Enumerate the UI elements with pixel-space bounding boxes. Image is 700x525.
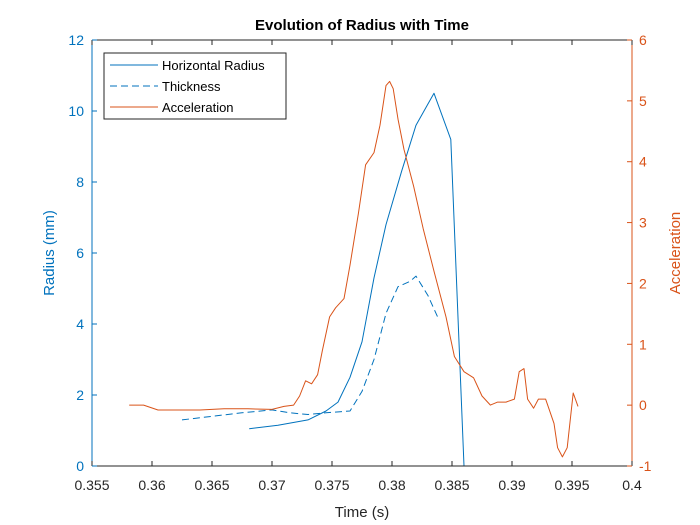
y-axis-right-label: Acceleration: [667, 212, 684, 295]
x-tick-label: 0.39: [498, 477, 525, 493]
y-left-tick-label: 12: [68, 32, 84, 48]
legend-label-thickness: Thickness: [162, 79, 221, 94]
x-tick-label: 0.385: [434, 477, 469, 493]
x-tick-label: 0.4: [622, 477, 642, 493]
y-left-tick-label: 6: [76, 245, 84, 261]
y-left-tick-label: 0: [76, 458, 84, 474]
y-right-tick-label: 5: [639, 93, 647, 109]
x-tick-label: 0.395: [554, 477, 589, 493]
x-tick-label: 0.365: [194, 477, 229, 493]
x-tick-label: 0.37: [258, 477, 285, 493]
series-line-thickness: [181, 275, 439, 421]
series-line-horizontal-radius: [249, 92, 465, 467]
series-layer: [129, 80, 579, 467]
legend-label-horizontal-radius: Horizontal Radius: [162, 58, 265, 73]
legend-label-acceleration: Acceleration: [162, 100, 234, 115]
y-left-tick-label: 10: [68, 103, 84, 119]
y-right-tick-label: 2: [639, 275, 647, 291]
y-right-tick-label: 4: [639, 154, 647, 170]
x-tick-label: 0.375: [314, 477, 349, 493]
y-right-tick-label: 0: [639, 397, 647, 413]
axes-layer: 0.355 0.36 0.365 0.37 0.375 0.38 0.385 0.39 0.39…: [68, 32, 651, 493]
y-right-tick-label: 1: [639, 336, 647, 352]
y-axis-left-label: Radius (mm): [41, 210, 58, 296]
y-right-tick-label: -1: [639, 458, 652, 474]
y-left-tick-label: 4: [76, 316, 84, 332]
x-tick-label: 0.36: [138, 477, 165, 493]
y-left-tick-label: 2: [76, 387, 84, 403]
x-tick-label: 0.355: [74, 477, 109, 493]
x-axis-label: Time (s): [335, 504, 389, 521]
y-right-tick-label: 3: [639, 215, 647, 231]
y-left-tick-label: 8: [76, 174, 84, 190]
legend: Horizontal Radius Thickness Acceleration: [103, 52, 287, 120]
chart-title: Evolution of Radius with Time: [255, 17, 469, 34]
x-tick-label: 0.38: [378, 477, 405, 493]
y-right-tick-label: 6: [639, 32, 647, 48]
series-line-acceleration: [129, 80, 579, 458]
